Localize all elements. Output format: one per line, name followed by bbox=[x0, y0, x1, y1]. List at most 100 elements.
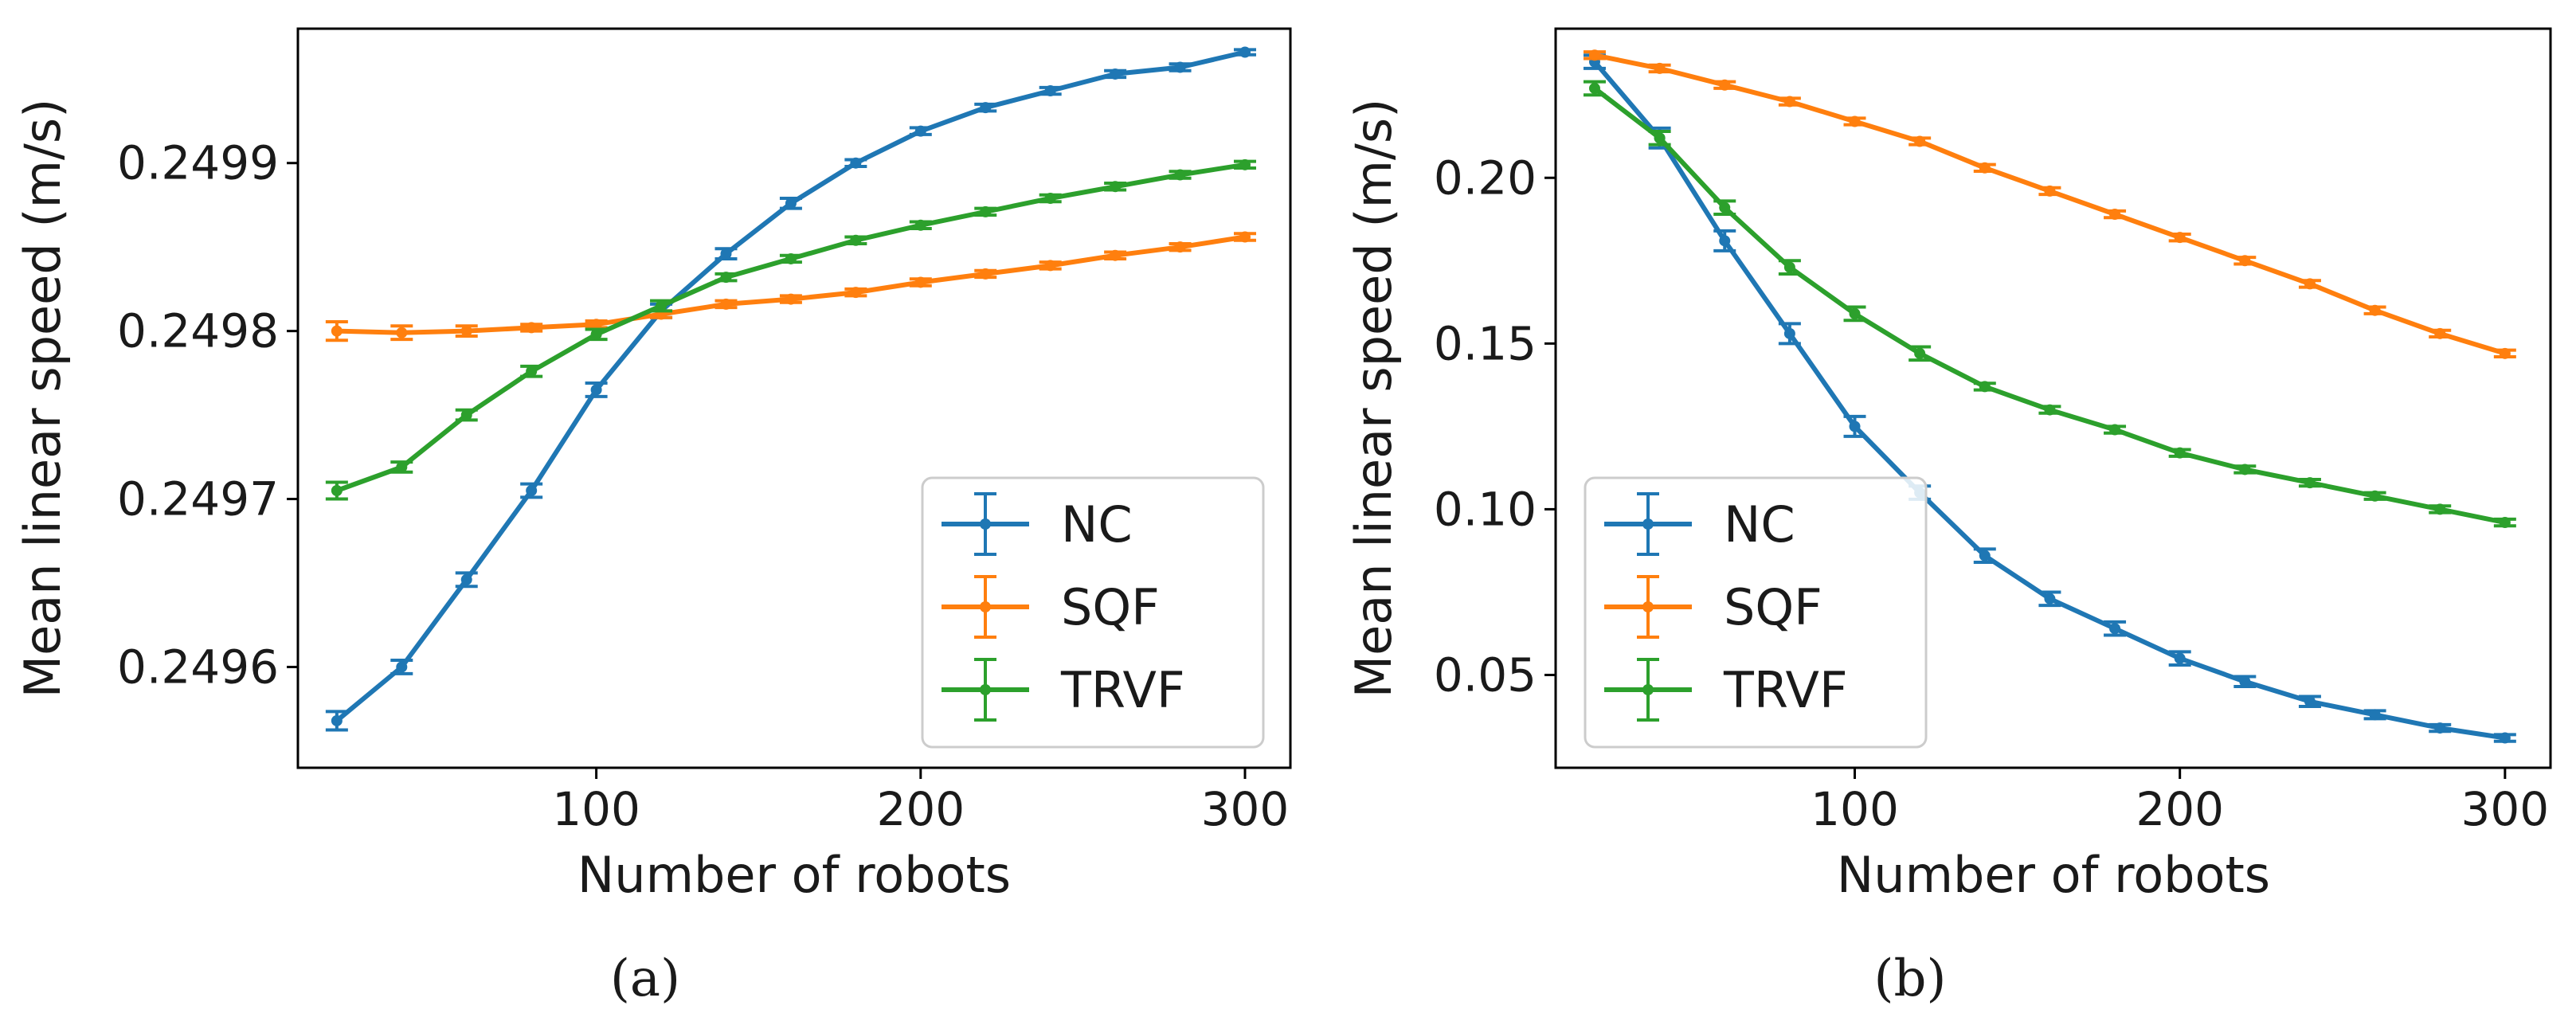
legend-label-sqf-a: SQF bbox=[1061, 578, 1160, 636]
series-nc-a bbox=[325, 46, 1256, 732]
data-point-trvf-a bbox=[785, 252, 797, 264]
data-point-trvf-b bbox=[2044, 404, 2056, 416]
data-point-sqf-a bbox=[1044, 260, 1056, 272]
plot-frame-b bbox=[1554, 27, 2552, 769]
data-point-trvf-b bbox=[1719, 201, 1731, 213]
legend-label-sqf-b: SQF bbox=[1724, 578, 1822, 636]
series-group-b bbox=[1583, 49, 2516, 744]
data-point-sqf-a bbox=[460, 325, 472, 337]
data-point-sqf-b bbox=[2434, 327, 2446, 339]
data-point-trvf-a bbox=[396, 461, 408, 473]
y-axis-title-a: Mean linear speed (m/s) bbox=[14, 99, 72, 698]
data-point-sqf-b bbox=[1783, 96, 1795, 108]
data-point-trvf-a bbox=[720, 272, 732, 284]
data-point-nc-a bbox=[526, 485, 538, 496]
x-ticks-b: 100 200 300 bbox=[1811, 768, 2549, 836]
data-point-trvf-a bbox=[850, 234, 862, 246]
y-tick-label-a: 0.2499 bbox=[117, 136, 279, 190]
chart-panel-a: 100 200 300 0.2496 0.2497 0.2498 0.2499 Numbe… bbox=[14, 27, 1292, 1008]
data-point-nc-b bbox=[2499, 732, 2511, 744]
data-point-trvf-a bbox=[331, 485, 343, 496]
legend-entry-sqf-a: SQF bbox=[942, 575, 1160, 639]
legend-entry-trvf-a: TRVF bbox=[942, 658, 1185, 722]
data-point-trvf-a bbox=[460, 409, 472, 421]
data-point-nc-a bbox=[785, 198, 797, 209]
data-point-trvf-b bbox=[2434, 503, 2446, 515]
data-point-trvf-b bbox=[1588, 82, 1600, 94]
data-point-trvf-a bbox=[1044, 193, 1056, 205]
data-point-sqf-b bbox=[2044, 185, 2056, 197]
legend-entry-trvf-b: TRVF bbox=[1604, 658, 1848, 722]
data-point-nc-a bbox=[590, 384, 602, 396]
data-point-nc-b bbox=[2369, 709, 2381, 721]
data-point-sqf-a bbox=[526, 322, 538, 334]
data-point-nc-a bbox=[331, 714, 343, 726]
data-point-nc-b bbox=[1783, 327, 1795, 339]
chart-panel-b: 100 200 300 0.05 0.10 0.15 0.20 Number of rob… bbox=[1345, 27, 2552, 1008]
data-point-nc-b bbox=[1849, 421, 1861, 432]
data-point-nc-a bbox=[1110, 68, 1122, 80]
legend-a: NC SQF TRVF bbox=[921, 476, 1265, 749]
data-point-sqf-b bbox=[1719, 79, 1731, 91]
data-point-sqf-b bbox=[2304, 278, 2316, 290]
data-point-sqf-a bbox=[590, 319, 602, 331]
data-point-nc-b bbox=[2304, 695, 2316, 707]
x-tick-label-b: 200 bbox=[2136, 782, 2224, 836]
data-point-nc-a bbox=[980, 102, 992, 114]
series-trvf-b bbox=[1583, 80, 2516, 529]
legend-box-b bbox=[1584, 476, 1928, 749]
data-point-sqf-a bbox=[1174, 241, 1186, 253]
data-point-trvf-a bbox=[980, 205, 992, 217]
series-group-a bbox=[325, 46, 1256, 732]
data-point-trvf-a bbox=[1110, 181, 1122, 193]
data-point-sqf-b bbox=[1914, 135, 1926, 147]
data-point-trvf-b bbox=[2109, 424, 2121, 436]
data-point-nc-b bbox=[2434, 722, 2446, 734]
x-axis-title-b: Number of robots bbox=[1837, 846, 2270, 904]
legend-entry-sqf-b: SQF bbox=[1604, 575, 1822, 639]
data-point-sqf-b bbox=[2239, 255, 2251, 267]
x-tick-label-a: 200 bbox=[876, 782, 965, 836]
data-point-sqf-b bbox=[1654, 62, 1666, 74]
y-tick-label-b: 0.10 bbox=[1434, 482, 1537, 536]
y-ticks-a: 0.2496 0.2497 0.2498 0.2499 bbox=[117, 136, 298, 694]
y-ticks-b: 0.05 0.10 0.15 0.20 bbox=[1434, 151, 1556, 702]
data-point-nc-b bbox=[1719, 235, 1731, 247]
panel-label-a: (a) bbox=[610, 949, 680, 1008]
x-ticks-a: 100 200 300 bbox=[552, 768, 1289, 836]
x-axis-title-a: Number of robots bbox=[577, 846, 1011, 904]
data-point-nc-b bbox=[2044, 593, 2056, 604]
data-point-trvf-b bbox=[2369, 490, 2381, 502]
data-point-sqf-a bbox=[720, 298, 732, 310]
data-point-nc-b bbox=[2174, 652, 2186, 664]
x-tick-label-b: 100 bbox=[1811, 782, 1899, 836]
x-tick-label-b: 300 bbox=[2461, 782, 2549, 836]
data-point-trvf-b bbox=[2239, 464, 2251, 475]
data-point-sqf-b bbox=[2174, 232, 2186, 244]
data-point-nc-b bbox=[2109, 623, 2121, 635]
y-axis-title-b: Mean linear speed (m/s) bbox=[1345, 99, 1403, 698]
data-point-sqf-a bbox=[914, 276, 926, 288]
data-point-trvf-b bbox=[1783, 261, 1795, 273]
data-point-trvf-a bbox=[914, 219, 926, 231]
panel-label-b: (b) bbox=[1874, 949, 1947, 1008]
legend-label-nc-b: NC bbox=[1724, 495, 1795, 554]
data-point-sqf-b bbox=[2369, 304, 2381, 316]
data-point-trvf-b bbox=[2304, 477, 2316, 489]
data-point-trvf-b bbox=[1849, 307, 1861, 319]
data-point-nc-a bbox=[720, 248, 732, 260]
legend-b: NC SQF TRVF bbox=[1584, 476, 1928, 749]
series-sqf-a bbox=[325, 231, 1256, 342]
legend-label-nc-a: NC bbox=[1061, 495, 1133, 554]
data-point-trvf-a bbox=[656, 300, 667, 311]
data-point-nc-a bbox=[460, 573, 472, 585]
data-point-nc-a bbox=[1174, 61, 1186, 73]
legend-label-trvf-b: TRVF bbox=[1723, 661, 1848, 719]
legend-box-a bbox=[921, 476, 1265, 749]
y-tick-label-a: 0.2498 bbox=[117, 304, 279, 358]
series-trvf-a bbox=[325, 158, 1256, 501]
series-line-trvf-a bbox=[334, 162, 1247, 493]
y-tick-label-b: 0.20 bbox=[1434, 151, 1537, 205]
data-point-trvf-b bbox=[2174, 447, 2186, 459]
